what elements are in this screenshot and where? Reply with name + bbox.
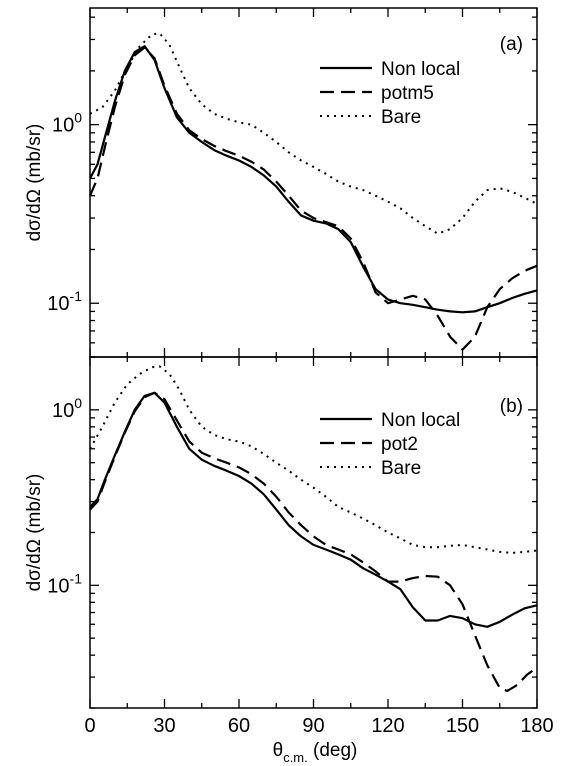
series-line-pot2 [89,391,538,693]
series-line-potm5 [88,46,538,351]
legend-entry: Non local [381,410,460,431]
legend-entry: pot2 [381,434,418,455]
y-tick-label: 100 [52,110,82,137]
x-tick-label: 180 [520,715,553,737]
legend-entry: Bare [381,458,421,479]
x-tick-label: 0 [84,715,95,737]
x-tick-label: 60 [228,715,250,737]
y-axis-label: dσ/dΩ (mb/sr) [24,124,45,242]
series-line-bare [89,365,538,554]
legend-entry: Non local [381,59,460,80]
y-tick-label: 10-1 [47,570,82,597]
y-axis-label: dσ/dΩ (mb/sr) [24,474,45,592]
x-tick-label: 90 [302,715,324,737]
x-tick-label: 120 [371,715,404,737]
x-tick-label: 150 [446,715,479,737]
panel-label: (b) [500,396,523,417]
legend-entry: potm5 [381,83,434,104]
y-tick-label: 100 [52,395,82,422]
x-tick-label: 30 [153,715,175,737]
x-axis-label-unit: (deg) [308,740,358,761]
x-axis-label: θc.m. (deg) [273,740,358,765]
panel-a: 100 10-1 dσ/dΩ (mb/sr) (a) Non local potm5 Bar… [24,7,538,358]
y-tick-label: 10-1 [47,288,82,315]
x-axis-label-sub: c.m. [283,750,308,765]
plot-frame [89,7,538,358]
series-line-bare [89,32,538,235]
legend-entry: Bare [381,107,421,128]
series-line-non-local [89,45,538,314]
plot-frame [89,356,538,709]
panel-label: (a) [500,34,523,55]
panel-b: 0 30 60 90 120 150 180 100 10-1dσ/dΩ (mb/sr) (b) N… [24,356,554,737]
series-line-non-local [89,391,538,628]
x-axis-label-main: θ [273,740,284,761]
